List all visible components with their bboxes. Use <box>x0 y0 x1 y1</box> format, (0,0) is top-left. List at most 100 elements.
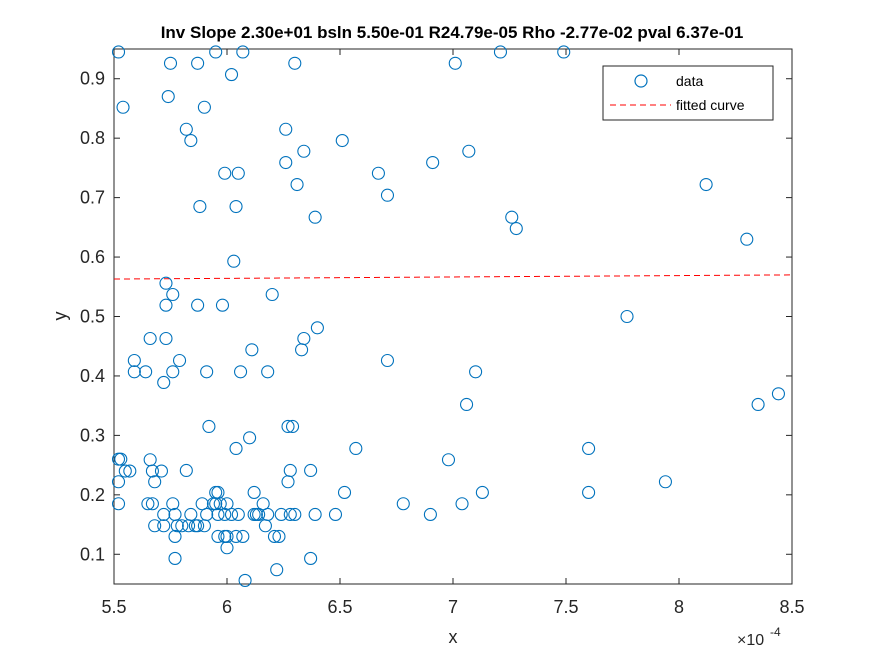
data-point <box>118 464 132 478</box>
data-point <box>123 464 137 478</box>
x-tick-label: 7 <box>448 597 458 617</box>
data-point <box>127 365 141 379</box>
data-point <box>335 133 349 148</box>
data-point <box>247 485 261 500</box>
data-point <box>297 144 311 158</box>
data-point <box>111 497 126 511</box>
x-multiplier-base: ×10 <box>737 632 764 649</box>
data-point <box>243 431 257 445</box>
data-point <box>229 199 243 214</box>
x-tick-label: 8.5 <box>779 597 804 617</box>
data-point <box>509 221 523 236</box>
data-point <box>234 365 248 379</box>
data-point <box>184 507 198 522</box>
data-point <box>236 45 250 59</box>
data-point <box>175 519 189 533</box>
data-point <box>274 507 288 522</box>
data-point <box>281 419 295 434</box>
data-point <box>460 397 474 412</box>
data-point <box>218 507 232 522</box>
y-tick-label: 0.8 <box>80 128 105 148</box>
data-point <box>143 331 157 346</box>
data-point <box>265 287 279 302</box>
data-point <box>154 464 169 478</box>
data-point <box>283 507 297 522</box>
data-point <box>202 419 216 434</box>
data-point <box>220 541 234 555</box>
data-point <box>172 353 187 368</box>
data-point <box>493 45 508 59</box>
data-point <box>145 497 159 511</box>
legend-box <box>602 65 774 121</box>
data-point <box>371 166 385 180</box>
data-point <box>349 441 363 456</box>
data-point <box>166 287 180 302</box>
data-point <box>184 133 198 148</box>
data-point <box>771 387 785 401</box>
data-point <box>215 298 230 312</box>
data-point <box>231 507 245 522</box>
data-point <box>209 45 223 59</box>
data-point <box>157 375 171 390</box>
data-point <box>170 519 184 533</box>
data-point <box>157 507 171 522</box>
data-point <box>111 45 126 59</box>
x-multiplier-exponent: -4 <box>770 625 781 639</box>
data-point <box>166 497 180 511</box>
data-point <box>620 309 634 324</box>
data-point <box>261 507 275 522</box>
data-point <box>127 353 141 368</box>
data-point <box>267 529 282 543</box>
data-point <box>582 441 596 456</box>
x-axis-multiplier: ×10 -4 <box>737 625 781 649</box>
data-point <box>261 365 275 379</box>
data-point <box>148 519 162 533</box>
data-point <box>168 529 182 543</box>
data-point <box>166 365 180 379</box>
y-axis-ticks: 0.1 0.2 0.3 0.4 0.5 0.6 0.7 0.8 0.9 <box>80 69 792 564</box>
data-point <box>308 210 322 224</box>
data-point <box>423 507 437 522</box>
data-point <box>557 45 571 59</box>
legend-fit-label: fitted curve <box>676 97 745 113</box>
data-point <box>159 331 173 346</box>
data-point <box>283 463 297 478</box>
y-tick-label: 0.2 <box>80 485 105 505</box>
data-point <box>211 529 225 543</box>
data-point <box>191 56 205 70</box>
data-point <box>328 507 343 522</box>
data-point <box>218 166 232 180</box>
legend-data-marker <box>634 74 648 88</box>
legend: data fitted curve <box>602 65 774 121</box>
plot-area <box>113 48 793 585</box>
data-point <box>270 563 284 577</box>
data-point <box>462 144 476 158</box>
data-point <box>272 529 286 543</box>
data-point <box>111 475 126 489</box>
data-point <box>179 122 193 136</box>
x-tick-label: 6.5 <box>327 597 352 617</box>
data-point <box>211 507 225 522</box>
data-point <box>288 56 302 70</box>
data-point <box>337 485 352 500</box>
data-point <box>441 453 456 467</box>
data-point <box>161 90 175 104</box>
data-point <box>193 199 207 214</box>
data-point <box>740 232 754 246</box>
legend-data-label: data <box>676 73 703 89</box>
data-point <box>163 56 178 70</box>
x-tick-label: 7.5 <box>553 597 578 617</box>
data-point <box>310 321 324 335</box>
data-point <box>224 507 239 522</box>
x-axis-label: x <box>449 627 458 647</box>
data-points-layer <box>111 45 785 587</box>
data-point <box>582 485 596 500</box>
data-point <box>114 452 128 466</box>
data-point <box>505 210 519 224</box>
data-point <box>168 551 182 565</box>
data-point <box>229 529 243 543</box>
data-point <box>288 507 302 522</box>
data-point <box>238 573 252 587</box>
data-point <box>426 155 440 170</box>
